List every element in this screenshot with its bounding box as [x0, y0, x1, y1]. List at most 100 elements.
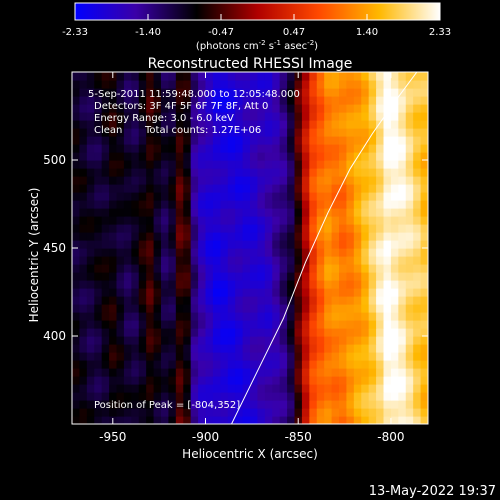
heatmap-cell — [413, 392, 422, 401]
heatmap-cell — [264, 96, 273, 105]
heatmap-cell — [398, 272, 407, 281]
heatmap-cell — [161, 168, 170, 177]
heatmap-cell — [324, 320, 333, 329]
heatmap-cell — [146, 200, 155, 209]
heatmap-cell — [339, 104, 348, 113]
heatmap-cell — [183, 168, 192, 177]
heatmap-cell — [242, 400, 251, 409]
heatmap-cell — [309, 304, 318, 313]
heatmap-cell — [316, 376, 325, 385]
heatmap-cell — [116, 104, 125, 113]
heatmap-cell — [123, 240, 132, 249]
heatmap-cell — [316, 192, 325, 201]
heatmap-cell — [368, 120, 377, 129]
heatmap-cell — [361, 240, 370, 249]
heatmap-cell — [86, 224, 95, 233]
heatmap-cell — [383, 112, 392, 121]
heatmap-cell — [309, 128, 318, 137]
heatmap-cell — [346, 416, 355, 424]
heatmap-cell — [301, 296, 310, 305]
heatmap-cell — [353, 344, 362, 353]
heatmap-cell — [316, 304, 325, 313]
heatmap-cell — [220, 384, 229, 393]
heatmap-cell — [153, 344, 162, 353]
heatmap-cell — [398, 352, 407, 361]
heatmap-cell — [390, 312, 399, 321]
heatmap-cell — [72, 96, 81, 105]
heatmap-cell — [420, 312, 428, 321]
heatmap-cell — [420, 120, 428, 129]
heatmap-cell — [235, 312, 244, 321]
heatmap-cell — [94, 88, 103, 97]
heatmap-cell — [101, 312, 110, 321]
heatmap-cell — [109, 208, 118, 217]
heatmap-cell — [257, 320, 266, 329]
heatmap-cell — [109, 184, 118, 193]
heatmap-cell — [235, 240, 244, 249]
heatmap-cell — [153, 288, 162, 297]
heatmap-cell — [301, 200, 310, 209]
heatmap-cell — [368, 320, 377, 329]
heatmap-cell — [294, 192, 303, 201]
heatmap-cell — [250, 104, 259, 113]
heatmap-cell — [257, 80, 266, 89]
heatmap-cell — [368, 296, 377, 305]
heatmap-cell — [383, 104, 392, 113]
heatmap-cell — [205, 232, 214, 241]
heatmap-cell — [250, 80, 259, 89]
heatmap-cell — [109, 104, 118, 113]
heatmap-cell — [264, 72, 273, 81]
heatmap-cell — [205, 360, 214, 369]
heatmap-cell — [198, 312, 207, 321]
heatmap-cell — [235, 248, 244, 257]
heatmap-cell — [279, 144, 288, 153]
heatmap-cell — [146, 304, 155, 313]
heatmap-cell — [220, 144, 229, 153]
heatmap-cell — [79, 96, 88, 105]
heatmap-cell — [109, 240, 118, 249]
heatmap-cell — [383, 224, 392, 233]
heatmap-cell — [183, 384, 192, 393]
heatmap-cell — [294, 392, 303, 401]
heatmap-cell — [346, 72, 355, 81]
heatmap-cell — [161, 392, 170, 401]
heatmap-cell — [212, 320, 221, 329]
heatmap-cell — [227, 296, 236, 305]
heatmap-cell — [376, 320, 385, 329]
heatmap-cell — [183, 280, 192, 289]
heatmap-cell — [279, 312, 288, 321]
heatmap-cell — [205, 328, 214, 337]
heatmap-cell — [72, 352, 81, 361]
heatmap-cell — [390, 88, 399, 97]
heatmap-cell — [131, 176, 140, 185]
heatmap-cell — [405, 312, 414, 321]
heatmap-cell — [353, 88, 362, 97]
heatmap-cell — [242, 328, 251, 337]
heatmap-cell — [309, 160, 318, 169]
heatmap-cell — [324, 376, 333, 385]
heatmap-cell — [405, 72, 414, 81]
heatmap-cell — [190, 376, 199, 385]
heatmap-cell — [227, 344, 236, 353]
heatmap-cell — [250, 200, 259, 209]
heatmap-cell — [190, 416, 199, 424]
heatmap-cell — [101, 288, 110, 297]
heatmap-cell — [72, 112, 81, 121]
heatmap-cell — [94, 368, 103, 377]
heatmap-cell — [242, 240, 251, 249]
heatmap-cell — [101, 344, 110, 353]
heatmap-cell — [294, 320, 303, 329]
heatmap-cell — [131, 88, 140, 97]
heatmap-cell — [420, 368, 428, 377]
heatmap-cell — [353, 392, 362, 401]
heatmap-cell — [390, 272, 399, 281]
heatmap-cell — [353, 120, 362, 129]
colorbar-fill — [74, 2, 441, 21]
heatmap-cell — [376, 352, 385, 361]
x-tick-label: -950 — [99, 430, 126, 444]
heatmap-cell — [413, 296, 422, 305]
heatmap-cell — [109, 120, 118, 129]
heatmap-cell — [86, 192, 95, 201]
heatmap-cell — [279, 88, 288, 97]
heatmap-cell — [272, 152, 281, 161]
